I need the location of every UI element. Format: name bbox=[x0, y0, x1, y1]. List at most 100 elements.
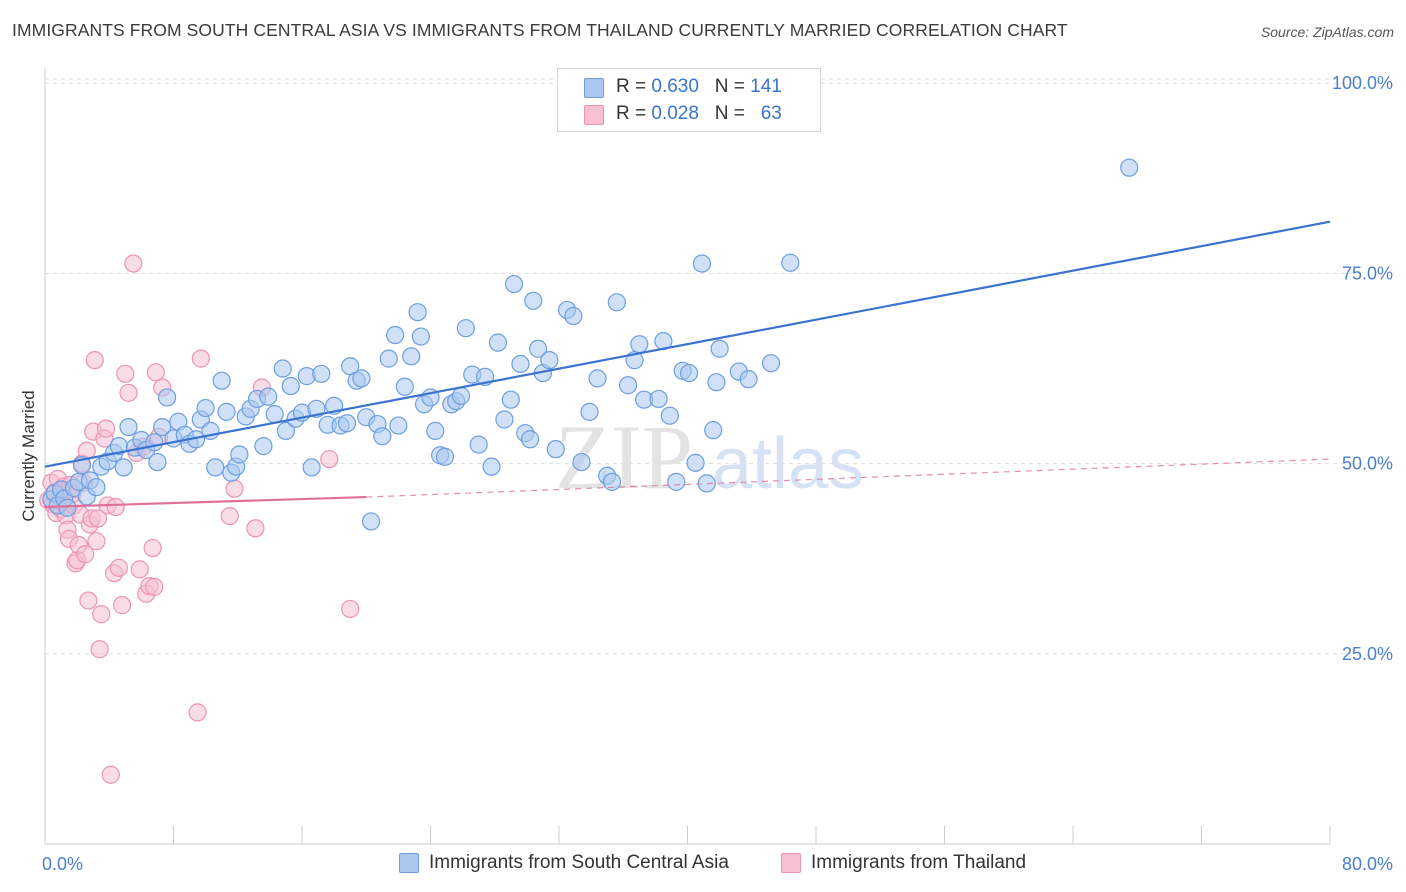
grid-lines bbox=[45, 78, 1365, 655]
data-point bbox=[146, 363, 165, 382]
data-point bbox=[504, 274, 524, 294]
watermark: ZIP atlas bbox=[555, 406, 864, 508]
data-point bbox=[58, 498, 77, 517]
data-point bbox=[660, 406, 679, 425]
data-point bbox=[220, 507, 239, 526]
data-point bbox=[488, 333, 508, 352]
data-point bbox=[145, 577, 164, 596]
data-point bbox=[495, 410, 514, 429]
chart-title: IMMIGRANTS FROM SOUTH CENTRAL ASIA VS IM… bbox=[12, 20, 1068, 40]
data-point bbox=[501, 390, 520, 409]
data-point bbox=[145, 433, 164, 452]
data-point bbox=[704, 421, 723, 440]
data-point bbox=[426, 421, 445, 440]
x-tick-labels: 0.0% 80.0% bbox=[42, 854, 1393, 874]
data-point bbox=[1120, 158, 1139, 177]
data-point bbox=[273, 359, 292, 378]
data-point bbox=[337, 414, 357, 433]
data-point bbox=[101, 765, 120, 784]
data-point bbox=[630, 335, 649, 354]
data-point bbox=[157, 388, 177, 407]
data-point bbox=[246, 519, 265, 538]
data-point bbox=[482, 457, 501, 476]
data-point bbox=[79, 591, 98, 610]
x-tick-label: 80.0% bbox=[1342, 854, 1393, 874]
legend: R = 0.630 N = 141 R = 0.028 N = 63 bbox=[557, 68, 821, 132]
data-point bbox=[707, 373, 726, 392]
legend-swatch-pink bbox=[584, 105, 604, 125]
series-thailand-points bbox=[39, 254, 360, 784]
data-point bbox=[546, 440, 565, 459]
data-point bbox=[217, 402, 236, 421]
data-point bbox=[618, 376, 638, 395]
data-point bbox=[361, 512, 381, 531]
data-point bbox=[408, 303, 427, 322]
data-point bbox=[191, 349, 210, 368]
y-axis-label: Currently Married bbox=[19, 390, 38, 521]
axes bbox=[44, 68, 1331, 845]
data-point bbox=[114, 458, 133, 477]
data-point bbox=[580, 402, 599, 421]
data-point bbox=[96, 419, 116, 438]
data-point bbox=[90, 640, 109, 659]
data-point bbox=[572, 452, 591, 472]
y-tick-label: 100.0% bbox=[1332, 73, 1393, 93]
data-point bbox=[206, 458, 225, 477]
data-point bbox=[781, 253, 800, 272]
y-tick-label: 25.0% bbox=[1342, 644, 1393, 664]
data-point bbox=[119, 383, 138, 402]
data-point bbox=[87, 532, 106, 551]
data-point bbox=[352, 369, 371, 388]
bottom-legend-swatch-pink bbox=[781, 853, 801, 873]
data-point bbox=[564, 306, 583, 326]
data-point bbox=[692, 254, 712, 273]
data-point bbox=[225, 479, 244, 498]
data-point bbox=[540, 351, 559, 370]
data-point bbox=[196, 398, 215, 418]
data-point bbox=[109, 558, 128, 577]
data-point bbox=[588, 369, 607, 388]
trend-lines bbox=[44, 220, 1331, 509]
data-point bbox=[143, 538, 162, 558]
data-point bbox=[254, 437, 273, 456]
legend-r-value: 0.630 bbox=[651, 76, 699, 97]
data-point bbox=[130, 560, 149, 579]
bottom-legend-label: Immigrants from South Central Asia bbox=[429, 852, 729, 873]
trend-line-south-central-asia bbox=[44, 220, 1331, 468]
data-point bbox=[116, 364, 135, 383]
trend-line-thailand-dashed bbox=[366, 458, 1331, 498]
data-point bbox=[373, 427, 392, 446]
data-point bbox=[85, 351, 104, 370]
bottom-legend-swatch-blue bbox=[399, 853, 419, 873]
data-point bbox=[761, 354, 781, 373]
legend-n-value: 141 bbox=[750, 76, 782, 97]
data-point bbox=[341, 599, 360, 619]
data-point bbox=[379, 349, 398, 368]
data-point bbox=[281, 376, 300, 396]
data-point bbox=[451, 386, 471, 405]
source-label: Source: ZipAtlas.com bbox=[1260, 24, 1394, 40]
data-point bbox=[680, 363, 699, 383]
data-point bbox=[511, 354, 530, 374]
x-tick-label: 0.0% bbox=[42, 854, 83, 874]
data-point bbox=[230, 445, 249, 464]
data-point bbox=[389, 416, 408, 435]
data-point bbox=[524, 291, 543, 310]
y-tick-label: 50.0% bbox=[1342, 454, 1393, 474]
data-point bbox=[435, 447, 455, 466]
data-point bbox=[112, 596, 132, 615]
watermark-atlas: atlas bbox=[712, 424, 864, 504]
legend-n-label: N = bbox=[714, 76, 751, 97]
legend-r-label: R = bbox=[616, 103, 652, 124]
legend-r-label: R = bbox=[616, 76, 652, 97]
legend-n-value: 63 bbox=[760, 103, 782, 124]
data-point bbox=[739, 370, 758, 389]
data-point bbox=[667, 472, 686, 491]
data-point bbox=[188, 703, 207, 722]
data-point bbox=[686, 453, 705, 472]
data-point bbox=[602, 472, 622, 491]
data-point bbox=[395, 377, 414, 396]
data-point bbox=[469, 435, 488, 454]
data-point bbox=[529, 339, 548, 358]
data-point bbox=[88, 509, 108, 528]
